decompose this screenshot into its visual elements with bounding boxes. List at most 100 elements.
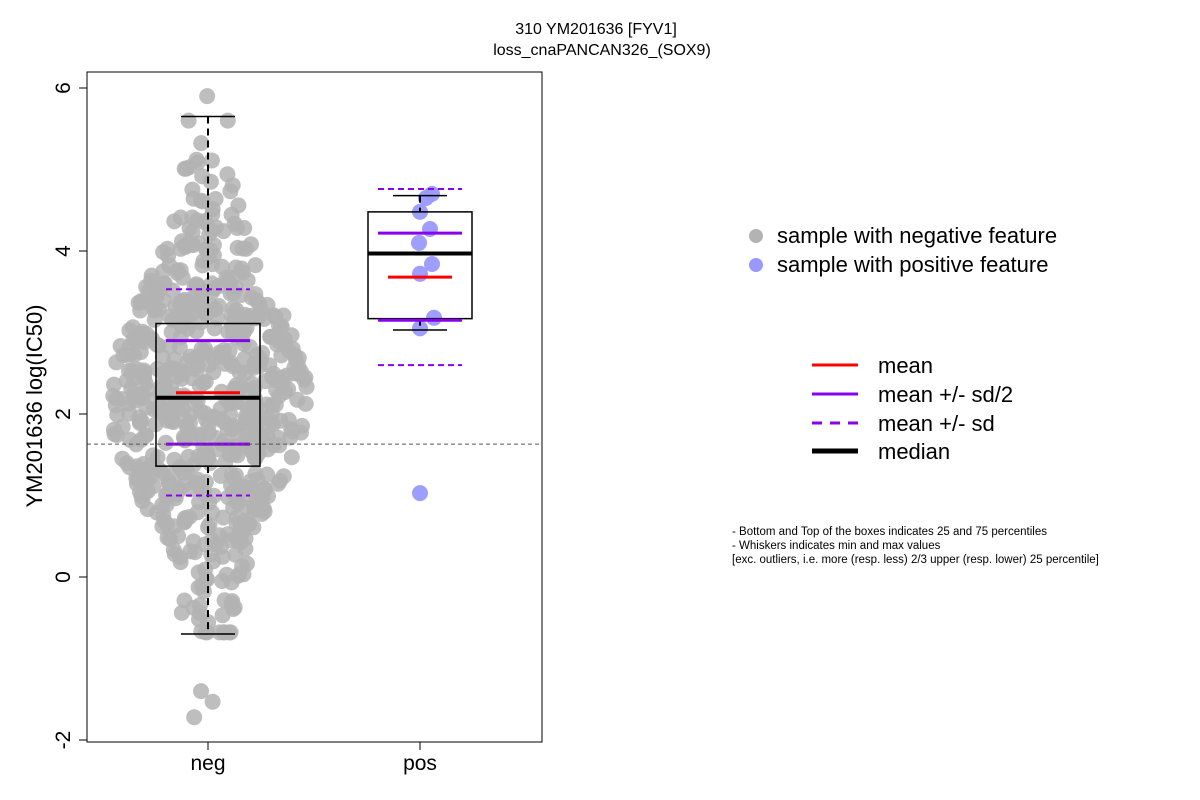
neg-point: [260, 418, 277, 435]
legend-point-label: sample with positive feature: [777, 252, 1048, 277]
neg-point: [108, 390, 125, 407]
neg-point: [223, 574, 240, 591]
neg-point: [121, 322, 138, 339]
pos-point: [422, 221, 438, 237]
neg-point: [172, 329, 189, 346]
neg-point: [193, 135, 210, 152]
neg-point: [248, 488, 265, 505]
neg-point: [136, 362, 152, 379]
neg-point: [237, 364, 254, 381]
neg-point: [283, 449, 300, 466]
legend-line-label: mean +/- sd: [878, 411, 995, 436]
neg-point: [225, 358, 242, 375]
neg-point: [166, 213, 183, 230]
neg-point: [180, 112, 197, 129]
neg-point: [216, 414, 233, 431]
neg-point: [215, 624, 232, 641]
neg-point: [214, 607, 231, 624]
neg-point: [134, 390, 151, 406]
note-line: - Whiskers indicates min and max values: [732, 540, 941, 552]
neg-point: [247, 286, 264, 303]
neg-point: [205, 487, 222, 504]
y-axis-label: YM201636 log(IC50): [22, 304, 47, 507]
neg-point: [223, 206, 240, 223]
neg-point: [205, 553, 222, 570]
stats-layer: [87, 115, 542, 635]
pos-point: [426, 309, 442, 326]
neg-point: [105, 421, 122, 438]
neg-point: [172, 554, 189, 571]
pos-box: [367, 211, 473, 320]
neg-point: [161, 338, 178, 355]
neg-point: [133, 462, 149, 479]
neg-point: [166, 399, 183, 416]
neg-point: [166, 451, 183, 468]
pos-point: [412, 265, 428, 282]
chart-notes: - Bottom and Top of the boxes indicates …: [732, 525, 1099, 567]
legend-point-marker: [749, 229, 763, 243]
neg-point: [289, 391, 306, 408]
neg-point: [203, 152, 220, 169]
neg-point: [197, 624, 214, 641]
neg-point: [197, 341, 214, 357]
neg-point: [215, 342, 232, 359]
neg-point: [159, 361, 176, 378]
neg-point: [223, 477, 239, 494]
neg-point: [224, 593, 241, 610]
neg-point: [215, 509, 232, 526]
neg-point: [293, 363, 309, 380]
neg-point: [256, 311, 273, 327]
neg-point: [145, 447, 161, 464]
neg-point: [249, 407, 266, 424]
neg-point: [126, 347, 143, 364]
neg-point: [167, 490, 184, 507]
neg-point: [192, 597, 208, 614]
neg-point: [283, 327, 300, 344]
neg-point: [233, 260, 250, 277]
pos-point: [411, 234, 427, 251]
neg-point: [131, 415, 148, 431]
neg-point: [202, 455, 218, 472]
neg-point: [241, 338, 258, 355]
neg-point: [119, 455, 135, 472]
neg-point: [247, 465, 264, 482]
neg-point: [277, 384, 294, 400]
neg-point: [271, 437, 288, 454]
neg-point: [176, 592, 193, 609]
neg-box: [155, 322, 261, 467]
chart-subtitle: loss_cnaPANCAN326_(SOX9): [493, 42, 711, 59]
neg-point: [178, 160, 195, 177]
neg-point: [199, 88, 216, 105]
y-tick-label: 2: [52, 408, 75, 420]
neg-point: [180, 308, 197, 325]
neg-point: [226, 445, 243, 462]
neg-point: [175, 429, 192, 446]
neg-point: [185, 190, 202, 207]
neg-point: [157, 434, 174, 451]
neg-point: [207, 191, 224, 207]
neg-point: [238, 240, 255, 257]
neg-point: [201, 516, 218, 533]
pos-point: [412, 320, 428, 337]
neg-point: [197, 536, 214, 553]
note-line: - Bottom and Top of the boxes indicates …: [732, 526, 1047, 538]
neg-point: [284, 423, 301, 440]
axes-layer: -2 0 2 4 6 neg pos: [52, 71, 543, 775]
neg-point: [237, 408, 254, 425]
neg-point: [235, 479, 252, 495]
neg-point: [133, 488, 150, 505]
neg-point: [159, 240, 176, 257]
neg-point: [228, 515, 245, 532]
neg-point: [236, 220, 253, 236]
note-line: [exc. outliers, i.e. more (resp. less) 2…: [732, 554, 1099, 566]
neg-point: [258, 396, 275, 413]
neg-point: [118, 372, 135, 389]
neg-point: [227, 546, 244, 563]
neg-point: [238, 319, 255, 336]
neg-point: [169, 264, 186, 281]
neg-point: [108, 354, 125, 371]
x-tick-label: pos: [403, 752, 437, 775]
neg-point: [256, 503, 273, 520]
neg-point: [143, 272, 160, 289]
